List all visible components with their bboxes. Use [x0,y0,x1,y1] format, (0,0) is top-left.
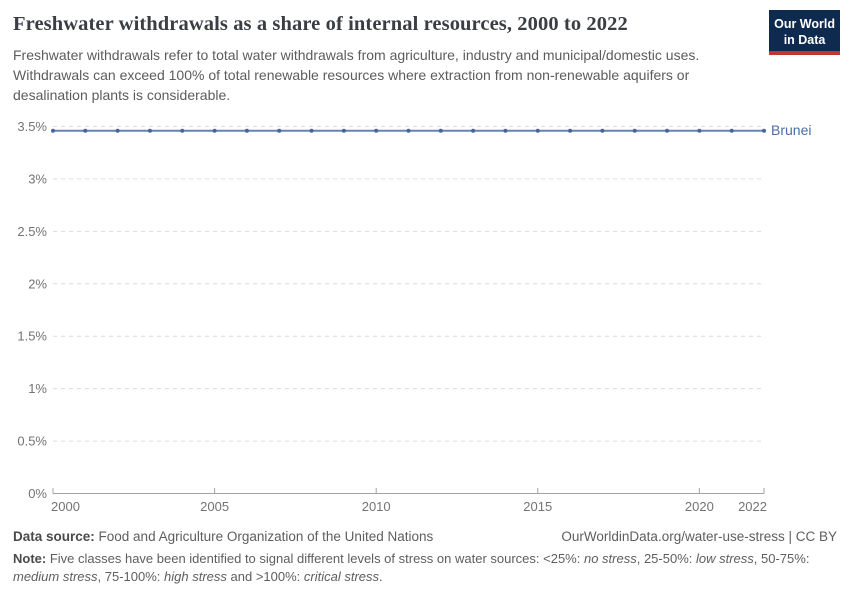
attribution-link[interactable]: OurWorldinData.org/water-use-stress | CC… [561,529,837,544]
data-point [697,128,702,133]
data-point [147,128,152,133]
x-tick-label: 2010 [362,499,391,514]
y-tick-label: 0% [28,486,47,501]
x-tick-label: 2000 [51,499,80,514]
data-point [115,128,120,133]
data-source-text: Food and Agriculture Organization of the… [94,529,434,544]
x-tick-label: 2020 [685,499,714,514]
data-point [762,128,766,133]
data-point [438,128,443,133]
owid-logo-line1: Our World [774,17,835,31]
y-tick-label: 1.5% [17,329,47,344]
data-point [212,128,217,133]
y-tick-label: 3.5% [17,119,47,134]
data-source: Data source: Food and Agriculture Organi… [13,529,433,544]
data-point [83,128,88,133]
chart-header: Freshwater withdrawals as a share of int… [13,13,758,105]
data-point [535,128,540,133]
note-text: Note: Five classes have been identified … [13,551,810,584]
data-point [51,128,55,133]
owid-logo-line2: in Data [783,33,826,47]
page-title: Freshwater withdrawals as a share of int… [13,13,628,35]
data-point [600,128,605,133]
y-tick-label: 3% [28,171,47,186]
data-point [406,128,411,133]
y-tick-label: 2% [28,276,47,291]
data-point [309,128,314,133]
source-row: Data source: Food and Agriculture Organi… [13,529,837,544]
x-tick-label: 2015 [523,499,552,514]
data-source-label: Data source: [13,529,95,544]
x-tick-label: 2005 [200,499,229,514]
y-tick-label: 1% [28,381,47,396]
entity-label[interactable]: Brunei [771,122,811,138]
data-point [568,128,573,133]
data-point [471,128,476,133]
data-point [244,128,249,133]
y-tick-label: 2.5% [17,224,47,239]
x-tick-label: 2022 [738,499,767,514]
data-point [180,128,185,133]
data-point [341,128,346,133]
chart-subtitle: Freshwater withdrawals refer to total wa… [13,47,700,104]
data-point [374,128,379,133]
data-point [729,128,734,133]
data-point [277,128,282,133]
data-point [503,128,508,133]
data-point [665,128,670,133]
data-point [632,128,637,133]
chart-footer: Data source: Food and Agriculture Organi… [13,529,837,586]
owid-logo[interactable]: Our World in Data [769,10,840,55]
y-tick-label: 0.5% [17,434,47,449]
